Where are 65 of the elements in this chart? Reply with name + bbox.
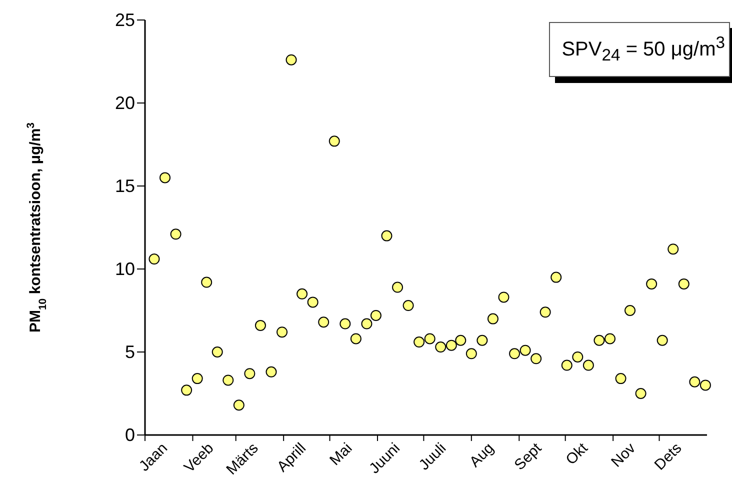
x-tick-label: Nov <box>608 439 640 471</box>
point <box>604 333 616 344</box>
point <box>594 334 605 346</box>
point <box>615 373 626 384</box>
point <box>286 54 297 66</box>
point <box>668 244 679 255</box>
point <box>254 320 266 331</box>
point <box>181 384 192 396</box>
point <box>509 348 520 360</box>
point <box>476 334 488 346</box>
point <box>678 278 690 290</box>
point <box>624 305 636 316</box>
point <box>424 333 436 344</box>
x-tick-label: Mai <box>326 440 356 469</box>
point <box>266 366 277 378</box>
y-tick-label: 20 <box>114 93 135 113</box>
point <box>361 318 372 330</box>
point <box>222 374 234 386</box>
point <box>435 342 446 353</box>
point <box>340 318 351 330</box>
y-tick-label: 10 <box>114 259 135 279</box>
point <box>233 400 244 411</box>
point <box>318 316 330 328</box>
point <box>646 278 658 290</box>
point <box>689 376 700 388</box>
point <box>244 368 256 380</box>
y-tick-label: 15 <box>114 176 135 196</box>
point <box>160 172 171 184</box>
point <box>582 360 594 371</box>
point <box>466 348 477 360</box>
point <box>276 326 288 338</box>
point <box>350 333 362 344</box>
point <box>402 300 414 312</box>
point <box>487 313 498 324</box>
point <box>381 230 392 242</box>
point <box>520 344 531 356</box>
point <box>540 306 551 318</box>
x-tick-label: Okt <box>562 439 592 468</box>
point <box>498 292 510 303</box>
point <box>572 351 584 362</box>
point <box>455 334 466 346</box>
point <box>170 228 182 240</box>
point <box>414 336 425 348</box>
y-tick-label: 5 <box>124 342 135 362</box>
point <box>296 288 308 300</box>
point <box>700 380 711 391</box>
y-tick-label: 25 <box>114 10 135 30</box>
y-tick-label: 0 <box>124 425 135 445</box>
point <box>635 388 646 399</box>
point <box>328 136 340 147</box>
point <box>530 353 542 364</box>
point <box>550 272 562 283</box>
point <box>212 346 223 358</box>
point <box>446 340 457 351</box>
point <box>307 296 318 308</box>
point <box>392 282 404 293</box>
point <box>370 310 382 321</box>
x-tick-label: Dets <box>651 440 686 474</box>
point <box>561 360 572 371</box>
point <box>148 254 160 265</box>
point <box>192 373 203 384</box>
point <box>656 334 668 346</box>
point <box>201 276 212 288</box>
x-tick-label: Aug <box>466 440 498 471</box>
annotation: SPV$_{24}$ = 50 μg/m$^{3}$ <box>548 22 730 77</box>
